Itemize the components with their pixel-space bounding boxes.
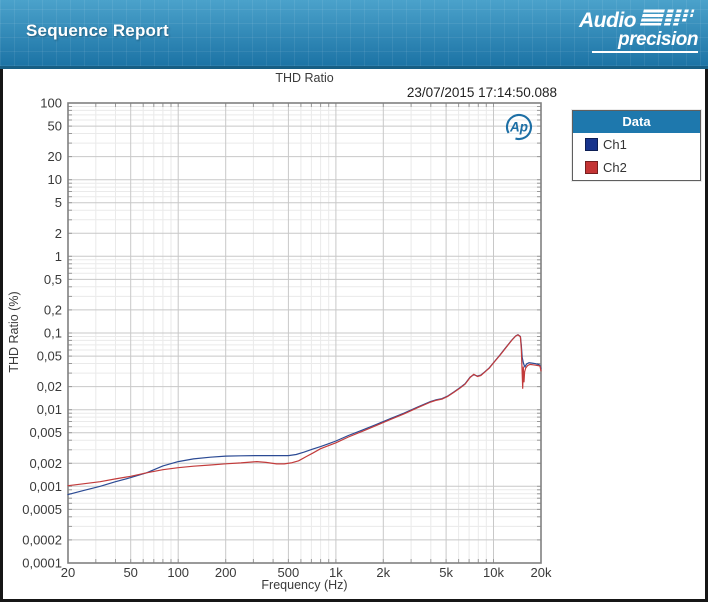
ch2-label: Ch2 <box>603 160 627 175</box>
report-title: Sequence Report <box>26 21 169 40</box>
ch2-color-swatch <box>585 161 598 174</box>
ch1-color-swatch <box>585 138 598 151</box>
legend-header: Data <box>573 111 700 133</box>
x-axis-label: Frequency (Hz) <box>261 578 348 592</box>
logo-audio-text: Audio <box>579 9 636 32</box>
report-header: Sequence Report Audio precision <box>0 0 708 69</box>
legend-panel: Data Ch1 Ch2 <box>572 110 701 181</box>
logo-stripes-icon <box>639 9 698 31</box>
legend-item-ch1: Ch1 <box>585 137 700 152</box>
ch1-label: Ch1 <box>603 137 627 152</box>
y-axis-label: THD Ratio (%) <box>7 291 21 373</box>
audio-precision-logo: Audio precision <box>560 9 699 57</box>
legend-item-ch2: Ch2 <box>585 160 700 175</box>
chart-title: THD Ratio <box>275 71 334 85</box>
logo-precision-text: precision <box>592 30 699 53</box>
timestamp: 23/07/2015 17:14:50.088 <box>406 85 557 100</box>
